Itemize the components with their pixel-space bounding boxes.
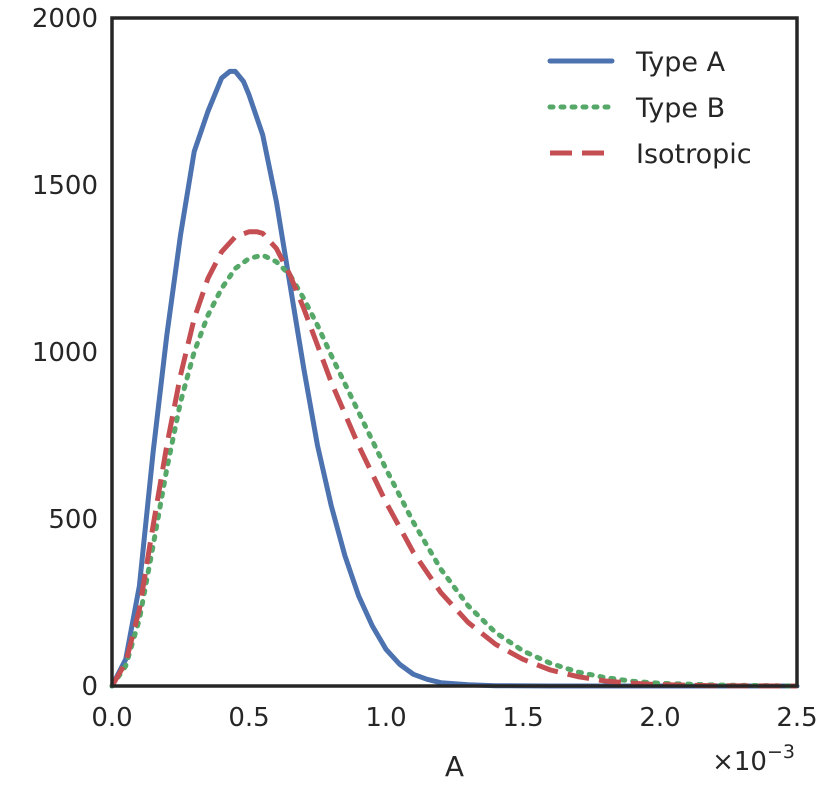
- y-tick-label: 0: [81, 672, 98, 702]
- x-tick-label: 0.5: [228, 703, 269, 733]
- x-axis-scale-exponent: −3: [767, 741, 795, 763]
- x-tick-label: 1.0: [365, 703, 406, 733]
- y-tick-label: 1000: [32, 338, 98, 368]
- x-axis-label: A: [445, 750, 464, 783]
- x-tick-labels: 0.0 0.5 1.0 1.5 2.0 2.5: [91, 703, 817, 733]
- y-tick-labels: 0 500 1000 1500 2000: [32, 4, 98, 702]
- legend-label: Type A: [635, 47, 726, 78]
- series-line-isotropic: [109, 229, 798, 689]
- x-tick-label: 1.5: [502, 703, 543, 733]
- legend: Type A Type B Isotropic: [547, 47, 752, 170]
- series-line-type-a: [109, 68, 800, 689]
- plot-lines: [109, 68, 800, 689]
- x-tick-label: 0.0: [91, 703, 132, 733]
- y-tick-label: 500: [48, 505, 98, 535]
- legend-label: Isotropic: [636, 139, 752, 170]
- y-tick-label: 1500: [32, 171, 98, 201]
- x-tick-label: 2.0: [639, 703, 680, 733]
- x-axis-scale-base: ×10: [712, 747, 767, 777]
- plot-frame: [110, 16, 799, 688]
- y-tick-label: 2000: [32, 4, 98, 34]
- series-line-type-b: [109, 252, 800, 689]
- x-tick-label: 2.5: [776, 703, 817, 733]
- legend-label: Type B: [635, 93, 725, 124]
- x-axis-scale-label: ×10−3: [712, 741, 795, 777]
